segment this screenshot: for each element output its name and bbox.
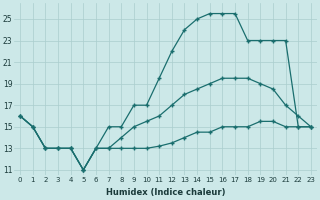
X-axis label: Humidex (Indice chaleur): Humidex (Indice chaleur)	[106, 188, 225, 197]
